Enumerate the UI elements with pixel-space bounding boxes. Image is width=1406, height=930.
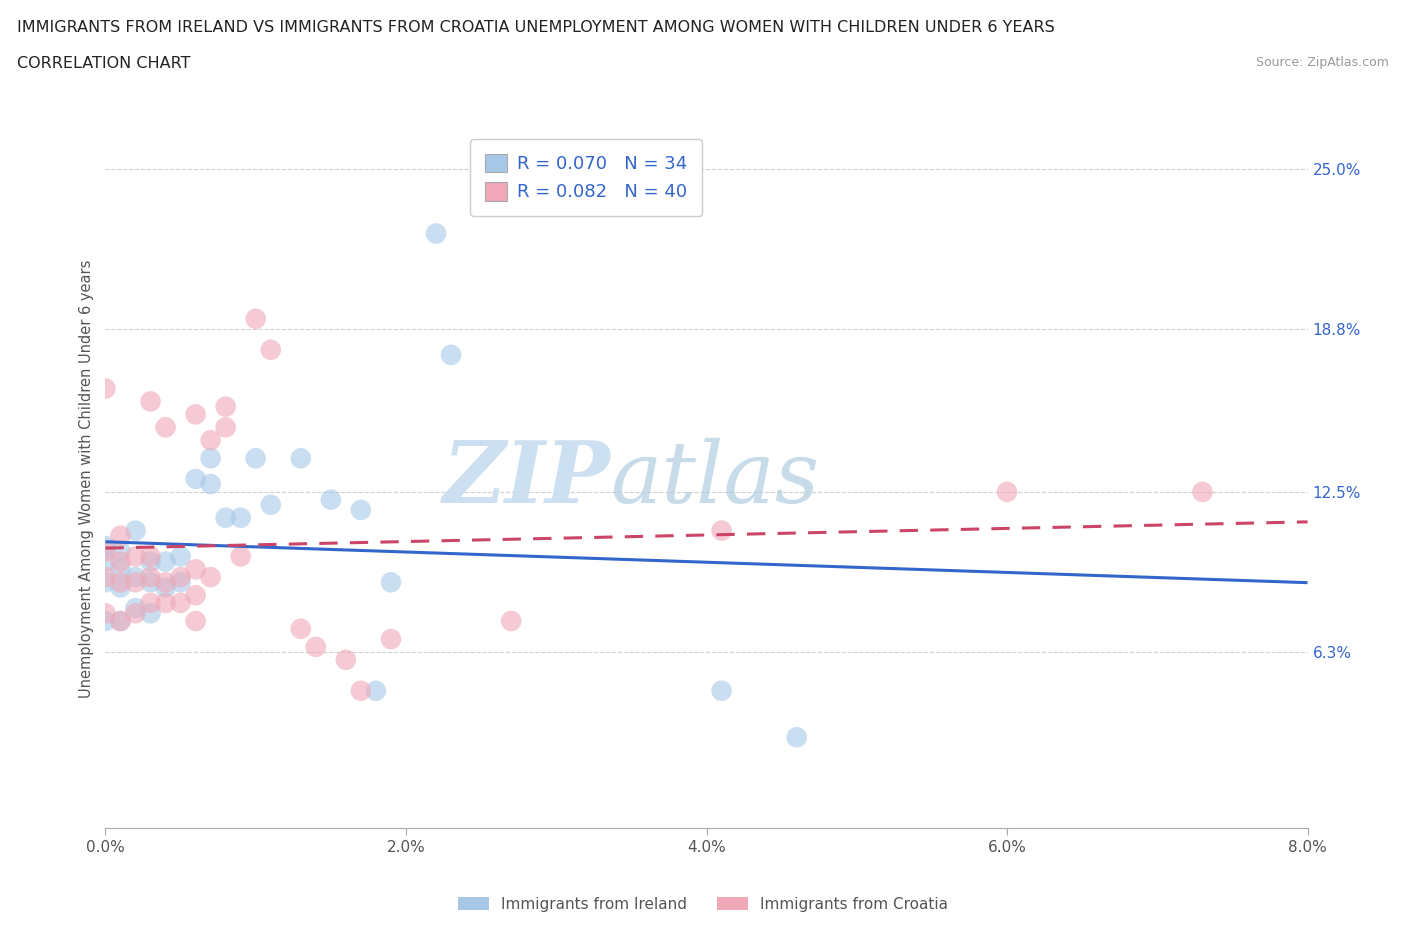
Text: Source: ZipAtlas.com: Source: ZipAtlas.com [1256, 56, 1389, 69]
Point [124, 524, 146, 538]
Point [995, 485, 1018, 499]
Point [335, 652, 357, 667]
Point [124, 601, 146, 616]
Point [380, 575, 402, 590]
Point [110, 580, 132, 595]
Point [155, 419, 177, 434]
Point [214, 399, 236, 414]
Point [200, 477, 222, 492]
Point [110, 554, 132, 569]
Point [110, 544, 132, 559]
Text: ZIP: ZIP [443, 437, 610, 521]
Y-axis label: Unemployment Among Women with Children Under 6 years: Unemployment Among Women with Children U… [79, 259, 94, 698]
Legend: R = 0.070   N = 34, R = 0.082   N = 40: R = 0.070 N = 34, R = 0.082 N = 40 [471, 140, 702, 216]
Point [290, 621, 312, 636]
Point [94, 605, 117, 620]
Point [245, 451, 267, 466]
Point [184, 562, 207, 577]
Point [184, 472, 207, 486]
Point [155, 595, 177, 610]
Point [184, 588, 207, 603]
Point [169, 595, 191, 610]
Point [290, 451, 312, 466]
Point [260, 342, 283, 357]
Point [425, 226, 447, 241]
Point [184, 614, 207, 629]
Point [169, 575, 191, 590]
Point [94, 544, 117, 559]
Point [155, 580, 177, 595]
Point [200, 432, 222, 447]
Point [155, 554, 177, 569]
Point [229, 511, 252, 525]
Point [214, 419, 236, 434]
Point [94, 614, 117, 629]
Point [124, 570, 146, 585]
Point [200, 570, 222, 585]
Point [350, 684, 373, 698]
Point [94, 575, 117, 590]
Point [139, 595, 162, 610]
Point [229, 549, 252, 564]
Point [786, 730, 808, 745]
Legend: Immigrants from Ireland, Immigrants from Croatia: Immigrants from Ireland, Immigrants from… [451, 890, 955, 918]
Point [350, 502, 373, 517]
Point [305, 640, 328, 655]
Text: IMMIGRANTS FROM IRELAND VS IMMIGRANTS FROM CROATIA UNEMPLOYMENT AMONG WOMEN WITH: IMMIGRANTS FROM IRELAND VS IMMIGRANTS FR… [17, 20, 1054, 35]
Point [169, 570, 191, 585]
Point [364, 684, 387, 698]
Point [200, 451, 222, 466]
Point [94, 538, 117, 553]
Point [1191, 485, 1213, 499]
Point [110, 575, 132, 590]
Point [155, 575, 177, 590]
Point [139, 554, 162, 569]
Point [169, 549, 191, 564]
Point [245, 312, 267, 326]
Point [139, 605, 162, 620]
Point [124, 575, 146, 590]
Point [380, 631, 402, 646]
Text: CORRELATION CHART: CORRELATION CHART [17, 56, 190, 71]
Point [110, 562, 132, 577]
Point [94, 554, 117, 569]
Point [710, 684, 733, 698]
Point [94, 381, 117, 396]
Point [110, 528, 132, 543]
Point [260, 498, 283, 512]
Point [710, 524, 733, 538]
Point [110, 614, 132, 629]
Text: atlas: atlas [610, 438, 820, 520]
Point [110, 614, 132, 629]
Point [124, 549, 146, 564]
Point [139, 549, 162, 564]
Point [501, 614, 523, 629]
Point [139, 575, 162, 590]
Point [440, 348, 463, 363]
Point [139, 570, 162, 585]
Point [124, 605, 146, 620]
Point [214, 511, 236, 525]
Point [184, 407, 207, 422]
Point [94, 570, 117, 585]
Point [319, 492, 342, 507]
Point [139, 394, 162, 409]
